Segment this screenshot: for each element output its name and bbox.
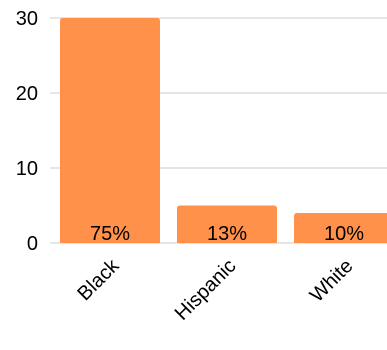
y-tick-label: 30 [16,8,38,30]
x-tick-label: Black [73,254,124,305]
bar [60,18,160,243]
x-tick-label: White [306,255,358,307]
bar-annotation: 13% [207,223,247,245]
y-tick-label: 10 [16,158,38,180]
y-tick-label: 0 [27,233,38,255]
bar [177,205,277,243]
bar [294,213,387,243]
bar-annotation: 75% [90,223,130,245]
y-tick-label: 20 [16,83,38,105]
bar-annotation: 10% [324,223,364,245]
x-tick-label: Hispanic [171,255,241,325]
